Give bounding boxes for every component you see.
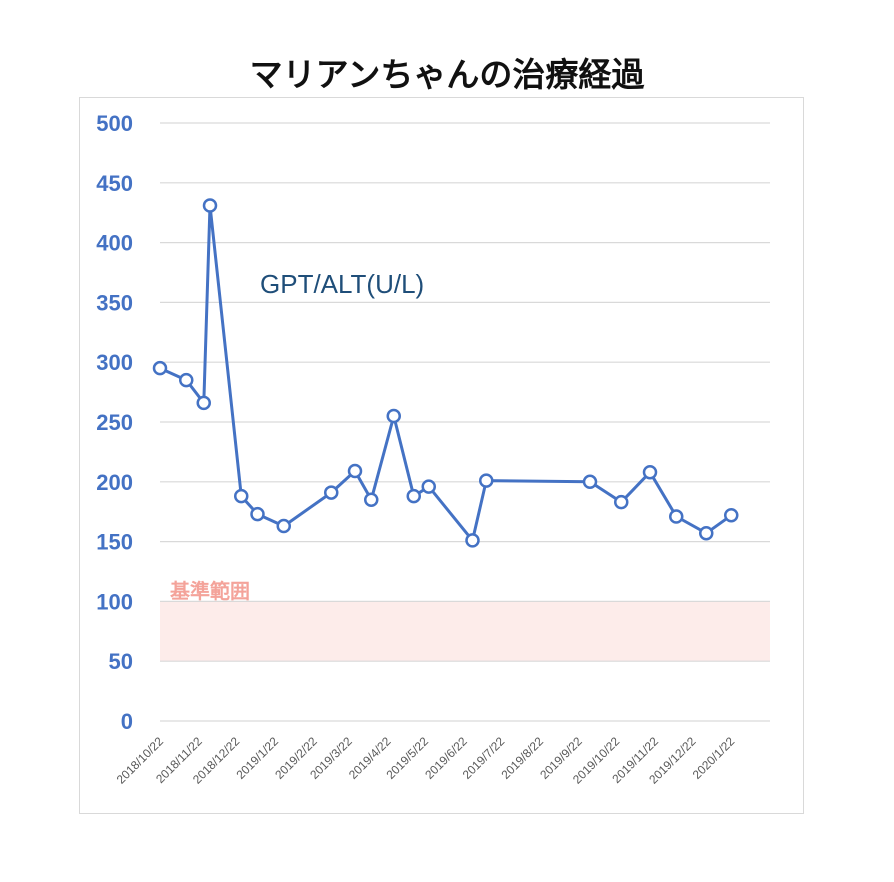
gridlines xyxy=(160,122,770,722)
reference-band-label: 基準範囲 xyxy=(170,579,250,603)
data-point xyxy=(250,506,265,522)
data-point xyxy=(406,488,421,504)
y-tick-label: 350 xyxy=(96,290,133,315)
data-point xyxy=(465,533,480,548)
data-point xyxy=(699,525,714,541)
y-tick-label: 100 xyxy=(96,589,133,614)
data-point xyxy=(479,473,494,488)
y-tick-label: 300 xyxy=(96,350,133,375)
data-point xyxy=(669,509,684,524)
data-point xyxy=(234,488,249,504)
chart-title: マリアンちゃんの治療経過 xyxy=(249,55,645,94)
data-point xyxy=(582,474,598,490)
series-label: GPT/ALT(U/L) xyxy=(260,269,424,299)
data-point xyxy=(347,463,363,479)
y-tick-label: 400 xyxy=(96,231,133,256)
data-point xyxy=(614,494,629,510)
data-point xyxy=(276,518,291,534)
y-tick-label: 50 xyxy=(109,649,133,674)
data-point xyxy=(152,360,168,376)
data-point xyxy=(179,372,194,388)
y-tick-label: 200 xyxy=(96,470,133,495)
x-axis-ticks: 2018/10/222018/11/222018/12/222019/1/222… xyxy=(114,734,738,787)
data-point xyxy=(724,508,739,523)
data-point xyxy=(196,395,211,411)
y-axis-ticks: 0 50 100 150 200 250 300 350 400 450 500 xyxy=(96,111,133,734)
data-point xyxy=(386,408,401,424)
data-point xyxy=(642,464,658,480)
y-tick-label: 0 xyxy=(121,709,133,734)
data-point xyxy=(421,479,436,494)
y-tick-label: 150 xyxy=(96,530,133,555)
series-gpt-alt xyxy=(152,198,739,548)
data-point xyxy=(324,485,339,500)
chart-frame xyxy=(79,97,804,814)
data-point xyxy=(364,492,379,507)
data-point xyxy=(202,198,218,213)
reference-band xyxy=(160,601,770,662)
y-tick-label: 250 xyxy=(96,410,133,435)
series-line xyxy=(159,204,733,542)
y-tick-label: 450 xyxy=(96,171,133,196)
y-tick-label: 500 xyxy=(96,111,133,136)
x-tick-label: 2020/1/22 xyxy=(690,734,738,782)
